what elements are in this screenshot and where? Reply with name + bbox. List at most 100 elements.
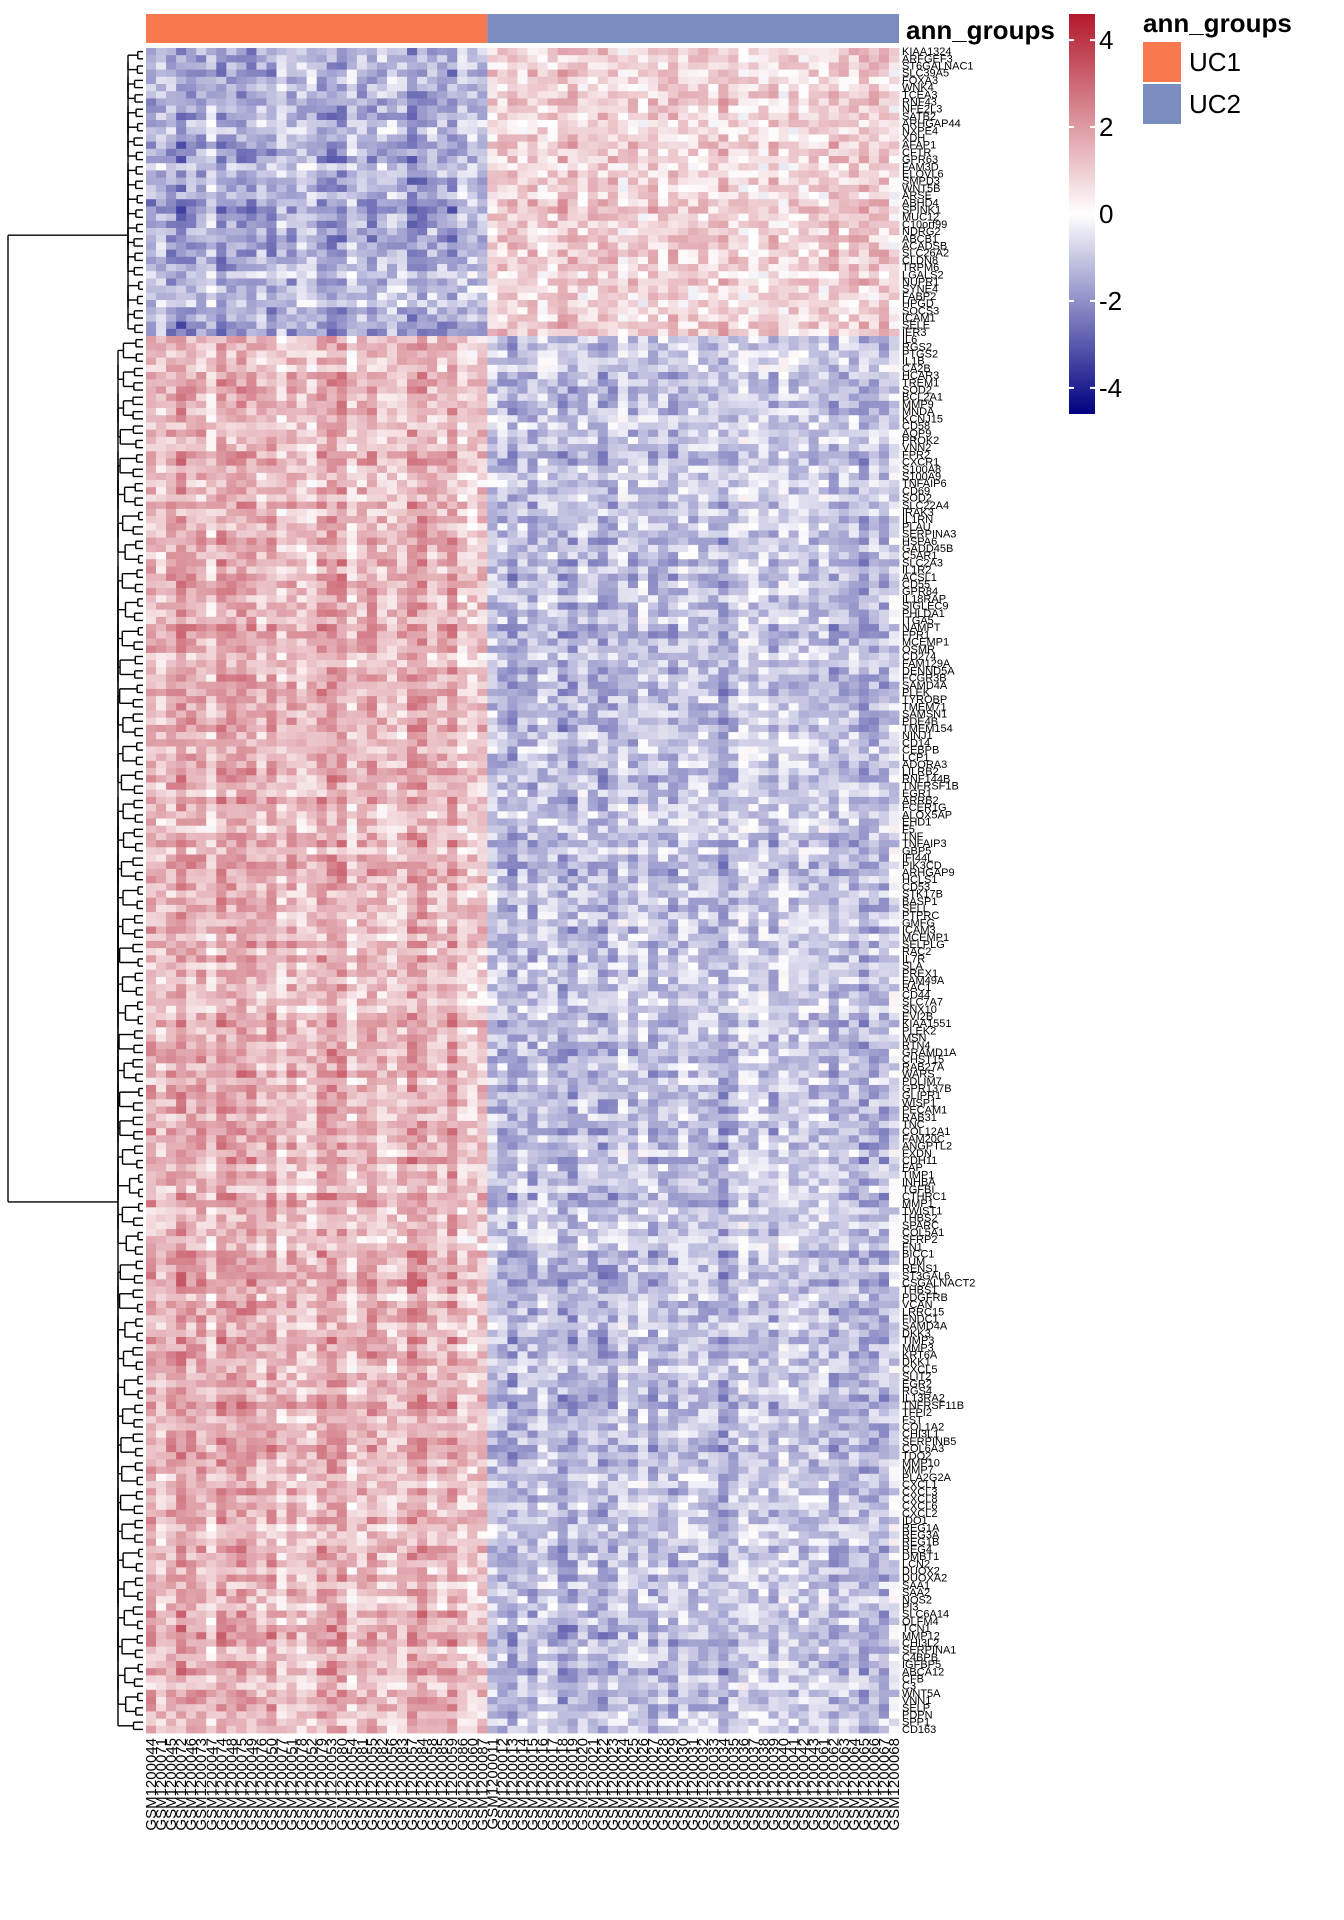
heatmap-cell bbox=[196, 343, 207, 351]
heatmap-cell bbox=[386, 336, 398, 344]
heatmap-cell bbox=[176, 372, 187, 380]
heatmap-cell bbox=[256, 177, 267, 186]
heatmap-cell bbox=[156, 300, 167, 308]
heatmap-cell bbox=[627, 343, 639, 351]
heatmap-cell bbox=[276, 321, 287, 330]
heatmap-cell bbox=[427, 192, 438, 200]
heatmap-cell bbox=[266, 220, 277, 229]
heatmap-cell bbox=[768, 127, 779, 135]
heatmap-cell bbox=[587, 69, 599, 78]
heatmap-cell bbox=[216, 242, 227, 251]
heatmap-cell bbox=[447, 235, 458, 243]
heatmap-cell bbox=[557, 98, 569, 107]
heatmap-cell bbox=[507, 343, 518, 351]
heatmap-cell bbox=[808, 336, 820, 344]
heatmap-cell bbox=[306, 127, 318, 135]
heatmap-cell bbox=[758, 76, 769, 85]
heatmap-cell bbox=[356, 220, 368, 229]
heatmap-cell bbox=[246, 372, 257, 380]
heatmap-cell bbox=[176, 408, 187, 416]
heatmap-cell bbox=[698, 307, 709, 315]
heatmap-cell bbox=[728, 357, 739, 366]
heatmap-cell bbox=[658, 91, 669, 99]
heatmap-cell bbox=[146, 372, 157, 380]
heatmap-cell bbox=[386, 364, 398, 373]
heatmap-cell bbox=[346, 141, 358, 150]
heatmap-cell bbox=[336, 141, 348, 150]
heatmap-cell bbox=[186, 206, 197, 215]
heatmap-cell bbox=[356, 242, 368, 251]
heatmap-cell bbox=[487, 48, 498, 56]
heatmap-cell bbox=[386, 184, 398, 193]
heatmap-cell bbox=[567, 170, 579, 179]
heatmap-cell bbox=[487, 271, 498, 279]
heatmap-cell bbox=[427, 242, 438, 251]
heatmap-cell bbox=[457, 357, 468, 366]
heatmap-cell bbox=[637, 408, 649, 416]
heatmap-cell bbox=[346, 177, 358, 186]
heatmap-cell bbox=[688, 228, 699, 236]
heatmap-cell bbox=[417, 184, 428, 193]
heatmap-cell bbox=[698, 242, 709, 251]
heatmap-cell bbox=[858, 127, 870, 135]
heatmap-cell bbox=[316, 55, 328, 63]
heatmap-cell bbox=[256, 112, 267, 121]
heatmap-cell bbox=[296, 357, 308, 366]
heatmap-cell bbox=[286, 379, 297, 387]
heatmap-cell bbox=[156, 357, 167, 366]
heatmap-cell bbox=[477, 177, 488, 186]
heatmap-cell bbox=[166, 343, 177, 351]
heatmap-cell bbox=[637, 98, 649, 107]
heatmap-cell bbox=[236, 422, 247, 431]
heatmap-cell bbox=[356, 84, 368, 92]
heatmap-cell bbox=[286, 415, 297, 423]
heatmap-cell bbox=[166, 235, 177, 243]
heatmap-cell bbox=[296, 393, 308, 402]
heatmap-cell bbox=[447, 156, 458, 164]
heatmap-cell bbox=[166, 379, 177, 387]
heatmap-cell bbox=[417, 336, 428, 344]
heatmap-cell bbox=[748, 386, 759, 395]
heatmap-cell bbox=[206, 357, 217, 366]
heatmap-cell bbox=[708, 220, 719, 229]
heatmap-cell bbox=[437, 408, 448, 416]
heatmap-cell bbox=[186, 408, 197, 416]
heatmap-cell bbox=[507, 98, 518, 107]
heatmap-cell bbox=[146, 307, 157, 315]
heatmap-cell bbox=[828, 415, 840, 423]
heatmap-cell bbox=[678, 285, 689, 294]
heatmap-cell bbox=[176, 98, 187, 107]
heatmap-cell bbox=[326, 98, 338, 107]
heatmap-cell bbox=[597, 69, 609, 78]
heatmap-cell bbox=[828, 256, 840, 265]
heatmap-cell bbox=[698, 271, 709, 279]
heatmap-cell bbox=[708, 184, 719, 193]
heatmap-cell bbox=[306, 343, 318, 351]
heatmap-cell bbox=[196, 199, 207, 207]
heatmap-cell bbox=[698, 314, 709, 323]
heatmap-cell bbox=[637, 156, 649, 164]
heatmap-cell bbox=[346, 264, 358, 272]
heatmap-cell bbox=[607, 76, 619, 85]
heatmap-cell bbox=[146, 350, 157, 359]
heatmap-cell bbox=[648, 429, 659, 438]
heatmap-cell bbox=[748, 321, 759, 330]
heatmap-cell bbox=[407, 192, 418, 200]
heatmap-cell bbox=[447, 256, 458, 265]
heatmap-cell bbox=[216, 134, 227, 143]
heatmap-cell bbox=[577, 314, 589, 323]
heatmap-cell bbox=[336, 112, 348, 121]
heatmap-cell bbox=[356, 213, 368, 222]
heatmap-cell bbox=[437, 127, 448, 135]
heatmap-cell bbox=[718, 256, 729, 265]
heatmap-cell bbox=[778, 400, 789, 409]
heatmap-cell bbox=[748, 184, 759, 193]
heatmap-cell bbox=[226, 292, 237, 301]
heatmap-cell bbox=[547, 336, 559, 344]
heatmap-cell bbox=[397, 163, 408, 171]
heatmap-cell bbox=[236, 84, 247, 92]
heatmap-cell bbox=[397, 415, 408, 423]
heatmap-cell bbox=[256, 242, 267, 251]
heatmap-cell bbox=[346, 256, 358, 265]
heatmap-cell bbox=[577, 357, 589, 366]
